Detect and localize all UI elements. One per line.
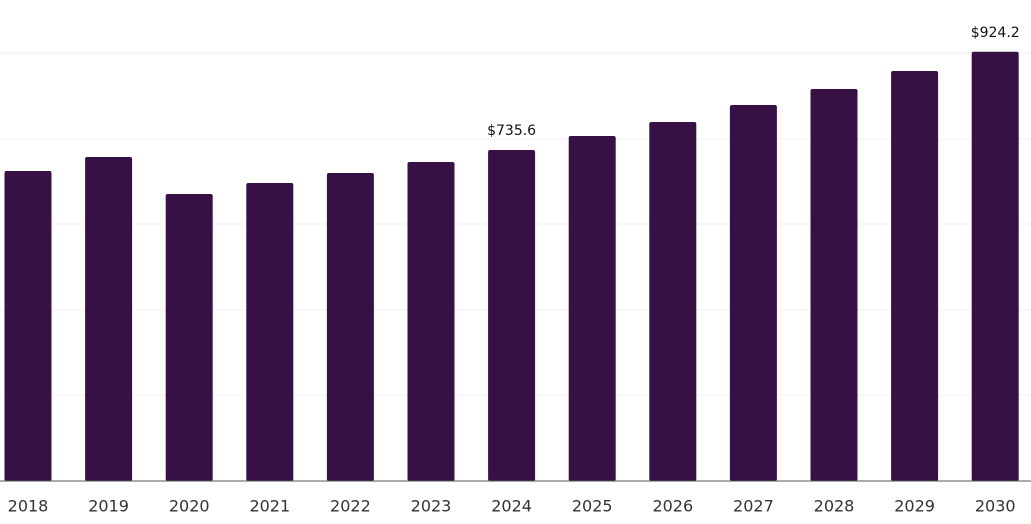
bar <box>326 173 374 481</box>
x-tick-label: 2024 <box>491 497 532 516</box>
bar <box>971 51 1019 481</box>
x-tick-label: 2026 <box>652 497 693 516</box>
bar <box>568 136 616 481</box>
x-tick-label: 2023 <box>411 497 452 516</box>
x-tick-label: 2030 <box>975 497 1016 516</box>
bar <box>4 171 52 481</box>
bar <box>729 104 777 481</box>
x-tick-label: 2020 <box>169 497 210 516</box>
x-tick-label: 2019 <box>88 497 129 516</box>
bar <box>649 122 697 481</box>
x-tick-label: 2028 <box>814 497 855 516</box>
x-tick-label: 2025 <box>572 497 613 516</box>
bar <box>891 70 939 482</box>
bar <box>810 89 858 482</box>
bar <box>488 149 536 481</box>
x-tick-label: 2029 <box>894 497 935 516</box>
bar <box>246 183 294 481</box>
bar <box>85 157 133 481</box>
value-label: $735.6 <box>487 123 536 139</box>
bar <box>407 162 455 481</box>
x-tick-label: 2027 <box>733 497 774 516</box>
x-tick-label: 2018 <box>8 497 49 516</box>
x-tick-label: 2021 <box>249 497 290 516</box>
x-tick-label: 2022 <box>330 497 371 516</box>
bar <box>165 193 213 481</box>
value-label: $924.2 <box>971 25 1020 41</box>
